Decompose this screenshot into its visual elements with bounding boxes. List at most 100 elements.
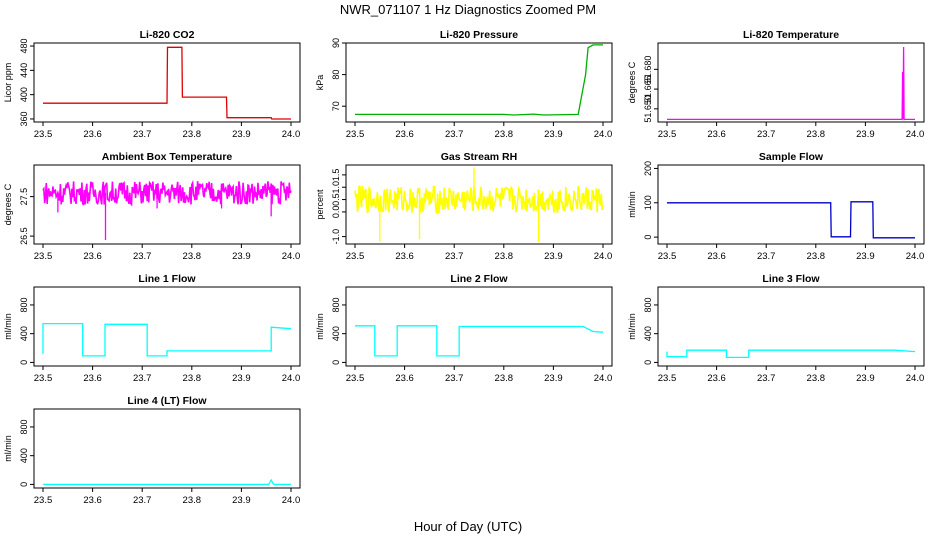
x-tick-label: 23.9 (544, 373, 563, 384)
y-tick-label: 27.5 (19, 188, 29, 206)
x-tick-label: 23.5 (658, 373, 677, 384)
x-tick-label: 23.7 (133, 129, 152, 140)
panel-1: Li-820 Pressure 23.5 23.6 23.7 23.8 23.9 24.0 7… (315, 29, 613, 140)
x-tick-label: 23.9 (232, 251, 251, 262)
x-tick-label: 24.0 (594, 251, 613, 262)
x-tick-label: 23.8 (495, 251, 514, 262)
figure-x-axis-label: Hour of Day (UTC) (414, 519, 522, 534)
y-tick-label: 51.680 (643, 56, 653, 84)
x-tick-label: 23.6 (395, 251, 414, 262)
panel-title: Li-820 CO2 (140, 29, 195, 41)
x-tick-label: 23.9 (856, 373, 875, 384)
x-tick-label: 24.0 (906, 373, 925, 384)
y-tick-label: 400 (19, 326, 29, 341)
panel-title: Ambient Box Temperature (102, 151, 233, 163)
x-tick-label: 23.7 (757, 373, 776, 384)
x-tick-label: 23.9 (856, 251, 875, 262)
y-axis-label: ml/min (315, 313, 325, 340)
y-axis-label: ml/min (3, 435, 13, 462)
plot-frame (657, 42, 925, 123)
y-axis-label: degrees C (3, 183, 13, 225)
x-tick-label: 23.8 (807, 129, 826, 140)
y-tick-label: 0 (19, 360, 29, 365)
y-tick-label: 800 (643, 297, 653, 312)
plot-frame (33, 42, 301, 123)
y-tick-label: 480 (19, 39, 29, 54)
y-axis-label: Licor ppm (3, 63, 13, 103)
panel-title: Sample Flow (759, 151, 824, 163)
y-tick-label: 51.665 (643, 75, 653, 103)
figure-title: NWR_071107 1 Hz Diagnostics Zoomed PM (340, 2, 596, 17)
x-tick-label: 23.7 (445, 129, 464, 140)
x-tick-label: 23.6 (395, 373, 414, 384)
x-tick-label: 23.5 (346, 129, 365, 140)
x-tick-label: 23.6 (83, 251, 102, 262)
x-tick-label: 24.0 (282, 495, 301, 506)
panel-title: Li-820 Pressure (440, 29, 518, 41)
panel-0: Li-820 CO2 23.5 23.6 23.7 23.8 23.9 24.0 360 400… (3, 29, 301, 140)
y-tick-label: 0 (643, 235, 653, 240)
x-tick-label: 23.8 (807, 251, 826, 262)
series-line-0 (355, 325, 604, 357)
x-tick-label: 23.9 (544, 251, 563, 262)
x-tick-label: 23.5 (658, 251, 677, 262)
plot-frame (657, 286, 925, 367)
series-noise (42, 179, 292, 207)
x-tick-label: 23.8 (183, 129, 202, 140)
x-tick-label: 23.9 (232, 129, 251, 140)
x-tick-label: 24.0 (594, 373, 613, 384)
y-tick-label: 90 (331, 38, 341, 48)
x-tick-label: 23.9 (232, 495, 251, 506)
plot-frame (345, 42, 613, 123)
x-tick-label: 23.8 (807, 373, 826, 384)
y-tick-label: 360 (19, 111, 29, 126)
x-tick-label: 24.0 (282, 251, 301, 262)
x-tick-label: 23.6 (83, 129, 102, 140)
panel-title: Line 2 Flow (450, 273, 508, 285)
series-line-0 (666, 349, 916, 359)
y-tick-label: 26.5 (19, 227, 29, 245)
chart-panels: Li-820 CO2 23.5 23.6 23.7 23.8 23.9 24.0 360 400… (3, 29, 925, 506)
y-tick-label: 0 (331, 360, 341, 365)
y-tick-label: 80 (331, 70, 341, 80)
y-tick-label: 100 (643, 195, 653, 210)
plot-frame (33, 408, 301, 489)
x-tick-label: 23.5 (346, 373, 365, 384)
y-tick-label: 800 (19, 297, 29, 312)
y-tick-label: 400 (331, 326, 341, 341)
x-tick-label: 23.5 (34, 251, 53, 262)
x-tick-label: 23.9 (856, 129, 875, 140)
y-tick-label: 800 (331, 297, 341, 312)
plot-frame (657, 164, 925, 245)
x-tick-label: 23.8 (183, 373, 202, 384)
x-tick-label: 24.0 (906, 129, 925, 140)
y-axis-label: ml/min (627, 191, 637, 218)
x-tick-label: 23.8 (183, 495, 202, 506)
panel-title: Line 1 Flow (138, 273, 196, 285)
panel-2: Li-820 Temperature 23.5 23.6 23.7 23.8 23.9 24… (627, 29, 925, 140)
x-tick-label: 24.0 (906, 251, 925, 262)
x-tick-label: 24.0 (594, 129, 613, 140)
y-axis-label: kPa (315, 75, 325, 91)
y-tick-label: 1.0 (331, 181, 341, 194)
y-tick-label: 0 (19, 482, 29, 487)
x-tick-label: 24.0 (282, 129, 301, 140)
x-tick-label: 23.8 (495, 129, 514, 140)
y-tick-label: 400 (19, 87, 29, 102)
y-tick-label: 0 (643, 360, 653, 365)
series-line-0 (355, 44, 603, 116)
panel-title: Gas Stream RH (441, 151, 517, 163)
series-line-0 (43, 478, 291, 486)
x-tick-label: 23.5 (34, 373, 53, 384)
x-tick-label: 23.6 (83, 373, 102, 384)
x-tick-label: 23.8 (495, 373, 514, 384)
y-tick-label: 440 (19, 63, 29, 78)
x-tick-label: 23.6 (707, 373, 726, 384)
x-tick-label: 23.7 (133, 373, 152, 384)
x-tick-label: 23.6 (707, 251, 726, 262)
panel-7: Line 2 Flow 23.5 23.6 23.7 23.8 23.9 24.0 0 400 8… (315, 273, 613, 384)
x-tick-label: 23.5 (346, 251, 365, 262)
series-line-0 (43, 46, 291, 120)
x-tick-label: 24.0 (282, 373, 301, 384)
